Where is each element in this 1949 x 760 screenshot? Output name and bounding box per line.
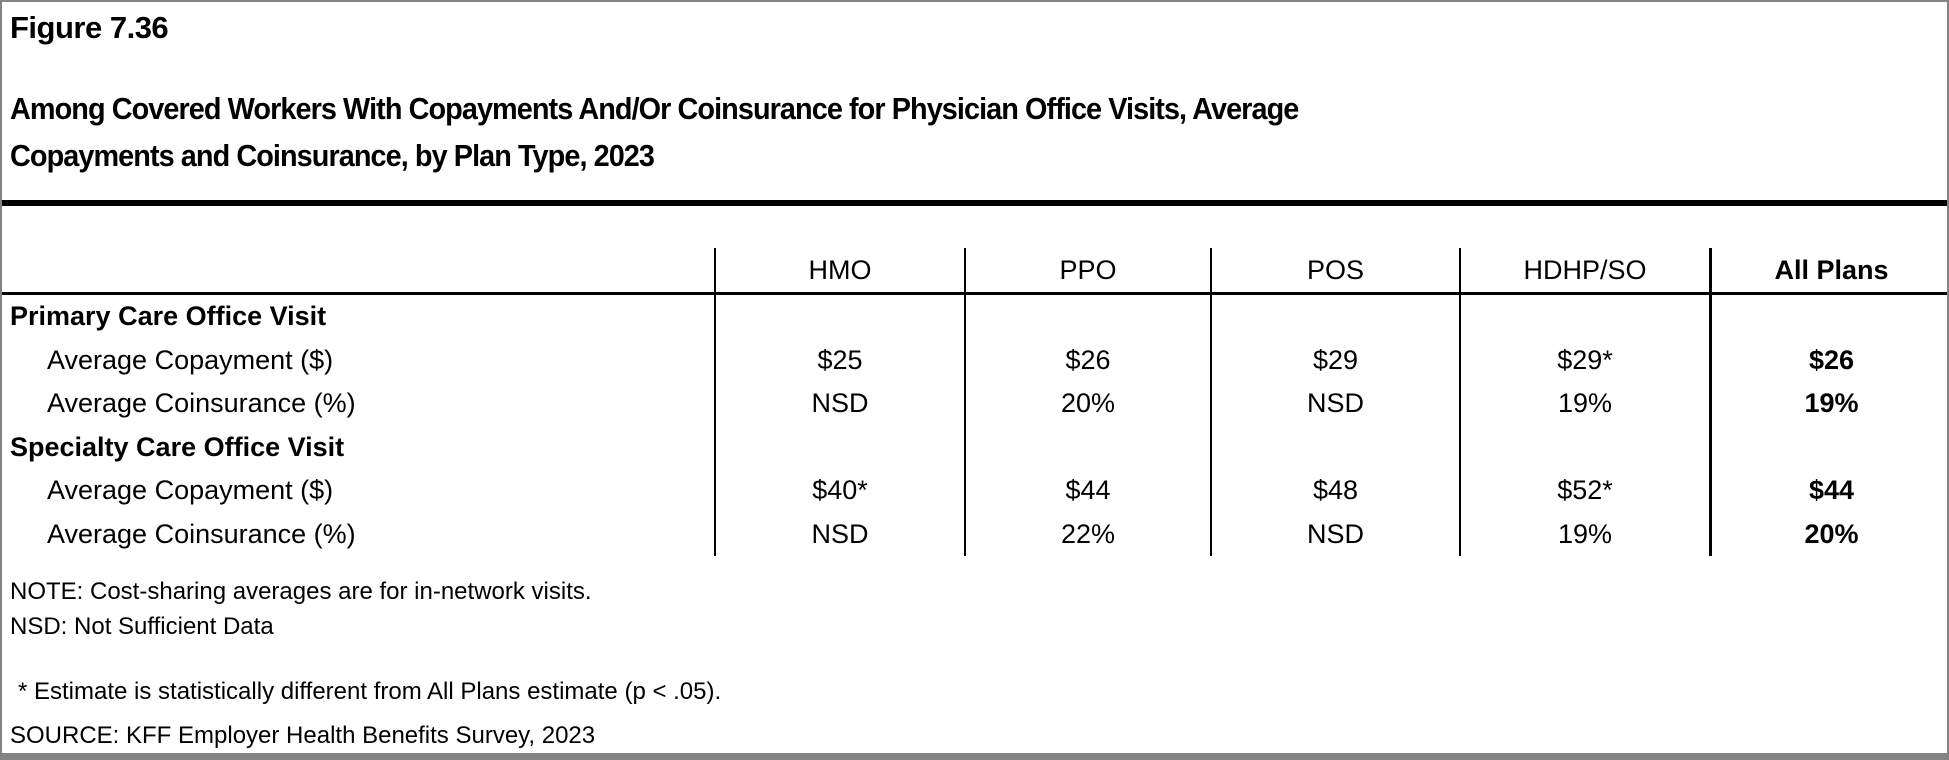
column-header-hdhpso: HDHP/SO xyxy=(1459,248,1709,292)
table-cell: 19% xyxy=(1709,382,1947,426)
row-label-primary-care: Primary Care Office Visit xyxy=(10,301,327,331)
row-label-primary-copayment: Average Copayment ($) xyxy=(47,344,334,375)
column-header-blank xyxy=(2,248,714,292)
table-cell: $48 xyxy=(1210,469,1459,513)
notes-block: NOTE: Cost-sharing averages are for in-n… xyxy=(2,574,1947,753)
table-cell xyxy=(714,425,964,469)
row-label-primary-coinsurance: Average Coinsurance (%) xyxy=(47,388,356,418)
table-cell: 22% xyxy=(964,512,1210,556)
column-header-all-plans: All Plans xyxy=(1709,248,1947,292)
table-cell xyxy=(1210,295,1459,339)
title-block: Figure 7.36 Among Covered Workers With C… xyxy=(2,2,1947,179)
row-label-specialty-care: Specialty Care Office Visit xyxy=(10,431,345,462)
table-cell: $40* xyxy=(714,469,964,513)
table-cell: 20% xyxy=(1709,512,1947,556)
table-cell: 19% xyxy=(1459,512,1709,556)
table-header-row: HMO PPO POS HDHP/SO All Plans xyxy=(2,248,1947,295)
title-divider-rule xyxy=(2,200,1947,206)
figure-number: Figure 7.36 xyxy=(10,10,169,45)
table-cell xyxy=(1459,295,1709,339)
table-cell: $29* xyxy=(1459,338,1709,382)
column-header-hmo: HMO xyxy=(714,248,964,292)
column-header-pos: POS xyxy=(1210,248,1459,292)
note-in-network: NOTE: Cost-sharing averages are for in-n… xyxy=(10,578,592,605)
table-body: Primary Care Office Visit Average Copaym… xyxy=(2,295,1947,556)
table-cell: $25 xyxy=(714,338,964,382)
table-cell xyxy=(1709,425,1947,469)
table-cell: NSD xyxy=(1210,382,1459,426)
table-cell: 20% xyxy=(964,382,1210,426)
source-line: SOURCE: KFF Employer Health Benefits Sur… xyxy=(10,722,596,749)
table-cell: $26 xyxy=(964,338,1210,382)
note-asterisk-definition: * Estimate is statistically different fr… xyxy=(18,678,722,705)
table-cell: $44 xyxy=(1709,469,1947,513)
table-cell: NSD xyxy=(714,382,964,426)
table-cell xyxy=(1459,425,1709,469)
row-label-specialty-copayment: Average Copayment ($) xyxy=(47,475,334,505)
table-cell xyxy=(964,425,1210,469)
column-header-ppo: PPO xyxy=(964,248,1210,292)
table-cell: $52* xyxy=(1459,469,1709,513)
table-cell xyxy=(1210,425,1459,469)
bottom-gray-bar xyxy=(2,753,1947,760)
table-cell: $29 xyxy=(1210,338,1459,382)
table-cell: $44 xyxy=(964,469,1210,513)
table-cell: NSD xyxy=(1210,512,1459,556)
table-cell: $26 xyxy=(1709,338,1947,382)
figure-title-line-1: Among Covered Workers With Copayments An… xyxy=(10,91,1299,126)
table-cell: 19% xyxy=(1459,382,1709,426)
figure-title-line-2: Copayments and Coinsurance, by Plan Type… xyxy=(10,138,655,173)
figure-title: Among Covered Workers With Copayments An… xyxy=(10,85,1811,179)
table-cell xyxy=(714,295,964,339)
row-label-specialty-coinsurance: Average Coinsurance (%) xyxy=(47,518,356,549)
note-nsd-definition: NSD: Not Sufficient Data xyxy=(10,613,274,640)
table-cell: NSD xyxy=(714,512,964,556)
table-cell xyxy=(1709,295,1947,339)
table-cell xyxy=(964,295,1210,339)
